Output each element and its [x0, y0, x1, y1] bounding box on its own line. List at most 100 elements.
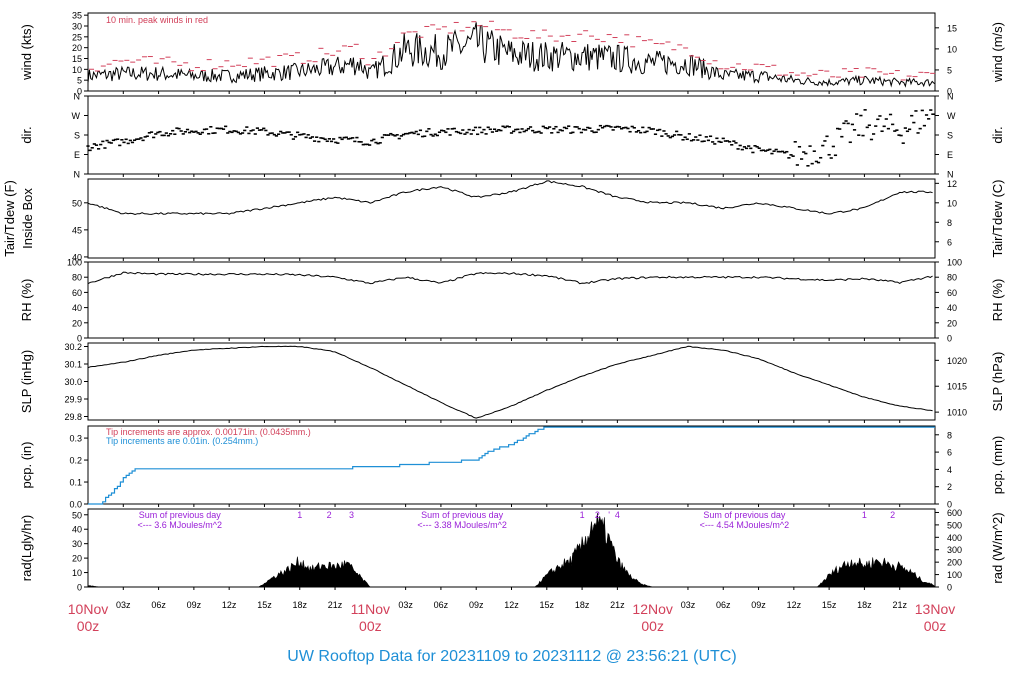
- panel-temp: 40 45 50 6 8 10 12 Tair/Tdew (F) Inside Box Tair/…: [2, 178, 1005, 262]
- y-axis-label-right: rad (W/m^2): [990, 512, 1005, 583]
- panel-slp: 29.8 29.9 30.0 30.1 30.2 1010 1015 1020 SLP (inH…: [19, 342, 1005, 423]
- right-tick-label: 300: [947, 545, 962, 555]
- x-day-label: 11Nov: [351, 601, 390, 617]
- right-tick-label: 6: [947, 237, 952, 247]
- x-tick-label: 06z: [434, 600, 449, 610]
- x-tick-label: 03z: [116, 600, 131, 610]
- y-axis-label-right: pcp. (mm): [990, 436, 1005, 495]
- rad-annotation: <--- 3.38 MJoules/m^2: [417, 520, 507, 530]
- right-tick-label: 6: [947, 448, 952, 458]
- right-tick-label: 80: [947, 273, 957, 283]
- y-axis-label-right: wind (m/s): [990, 22, 1005, 83]
- x-axis: 03z 06z 09z 12z 15z 18z 21z 03z 06z 09z 12z 15z 18z 2…: [68, 600, 955, 634]
- y-tick-label: 0: [77, 334, 82, 344]
- y-tick-label: 80: [72, 273, 82, 283]
- right-tick-label: 500: [947, 520, 962, 530]
- right-tick-label: 8: [947, 218, 952, 228]
- panel-frame: [87, 95, 936, 175]
- y-axis-label: pcp. (in): [19, 442, 34, 489]
- right-tick-label: 0: [947, 334, 952, 344]
- rad-marker: 3: [349, 510, 354, 520]
- rad-marker: 2: [890, 510, 895, 520]
- pcp-note-1: Tip increments are approx. 0.00171in. (0…: [106, 427, 311, 437]
- x-tick-label: 09z: [469, 600, 484, 610]
- right-tick-label: 1015: [947, 382, 967, 392]
- y-axis-label: RH (%): [19, 279, 34, 322]
- y-tick-label: 0.0: [69, 500, 82, 510]
- right-tick-label: 0: [947, 500, 952, 510]
- x-tick-label: 12z: [787, 600, 802, 610]
- x-day-label: 12Nov: [632, 601, 672, 617]
- slp-line: [87, 345, 933, 419]
- y-axis-label: Tair/Tdew (F): [2, 180, 17, 257]
- y-tick-label: N: [74, 92, 81, 102]
- x-tick-label: 21z: [610, 600, 625, 610]
- right-tick-label: 8: [947, 430, 952, 440]
- y-tick-label: 0: [77, 583, 82, 593]
- y-tick-label: 30: [72, 22, 82, 32]
- y-tick-label: E: [74, 150, 80, 160]
- y-tick-label: 40: [72, 303, 82, 313]
- right-tick-label: 10: [947, 44, 957, 54]
- y-tick-label: 40: [72, 525, 82, 535]
- x-tick-label: 15z: [822, 600, 837, 610]
- rad-annotation: <--- 4.54 MJoules/m^2: [700, 520, 790, 530]
- y-tick-label: 40: [72, 252, 82, 262]
- y-tick-label: 45: [72, 225, 82, 235]
- right-tick-label: N: [947, 170, 954, 180]
- y-tick-label: 20: [72, 554, 82, 564]
- wind-annotation: 10 min. peak winds in red: [106, 15, 208, 25]
- x-tick-label: 15z: [540, 600, 555, 610]
- y-tick-label: 0.3: [69, 434, 82, 444]
- rad-marker: 4: [615, 510, 620, 520]
- y-tick-label: 60: [72, 288, 82, 298]
- y-tick-label: 15: [72, 54, 82, 64]
- right-tick-label: 2: [947, 482, 952, 492]
- y-axis-label-right: dir.: [990, 126, 1005, 143]
- right-tick-label: 12: [947, 179, 957, 189]
- y-axis-label: wind (kts): [19, 24, 34, 81]
- gust-marks: [89, 20, 936, 81]
- right-tick-label: 400: [947, 533, 962, 543]
- y-tick-label: 30: [72, 539, 82, 549]
- y-tick-label: 29.9: [64, 395, 82, 405]
- x-day-time-label: 00z: [641, 618, 664, 634]
- x-tick-label: 18z: [857, 600, 872, 610]
- y-tick-label: 35: [72, 11, 82, 21]
- right-tick-label: W: [947, 111, 956, 121]
- y-tick-label: 30.2: [64, 342, 82, 352]
- wind-line: [87, 22, 936, 88]
- right-tick-label: 600: [947, 508, 962, 518]
- rad-annotation: Sum of previous day: [421, 510, 504, 520]
- panel-frame: [87, 178, 936, 259]
- x-tick-label: 12z: [504, 600, 519, 610]
- y-tick-label: N: [74, 170, 81, 180]
- x-day-label: 10Nov: [68, 601, 108, 617]
- rad-area: [87, 512, 936, 588]
- right-tick-label: 10: [947, 198, 957, 208]
- panel-frame: [87, 12, 936, 92]
- panel-pcp: 0.0 0.1 0.2 0.3 0 2 4 6 8 pcp. (in) pcp. (mm) Tip i…: [19, 425, 1005, 510]
- x-tick-label: 06z: [151, 600, 166, 610]
- x-day-time-label: 00z: [77, 618, 100, 634]
- y-tick-label: 0.1: [69, 478, 82, 488]
- right-tick-label: 4: [947, 465, 952, 475]
- y-tick-label: 10: [72, 65, 82, 75]
- y-axis-label-right: SLP (hPa): [990, 352, 1005, 412]
- right-tick-label: N: [947, 92, 954, 102]
- x-day-time-label: 00z: [359, 618, 382, 634]
- x-day-label: 13Nov: [915, 601, 955, 617]
- x-tick-label: 09z: [187, 600, 202, 610]
- right-tick-label: 1020: [947, 356, 967, 366]
- right-tick-label: E: [947, 150, 953, 160]
- y-tick-label: 20: [72, 43, 82, 53]
- y-tick-label: 30.1: [64, 360, 82, 370]
- y-axis-label-2: Inside Box: [20, 188, 35, 249]
- y-tick-label: W: [72, 111, 81, 121]
- right-tick-label: 1010: [947, 408, 967, 418]
- right-tick-label: 40: [947, 303, 957, 313]
- temp-line: [87, 180, 933, 216]
- x-tick-label: 03z: [681, 600, 696, 610]
- x-tick-label: 15z: [257, 600, 272, 610]
